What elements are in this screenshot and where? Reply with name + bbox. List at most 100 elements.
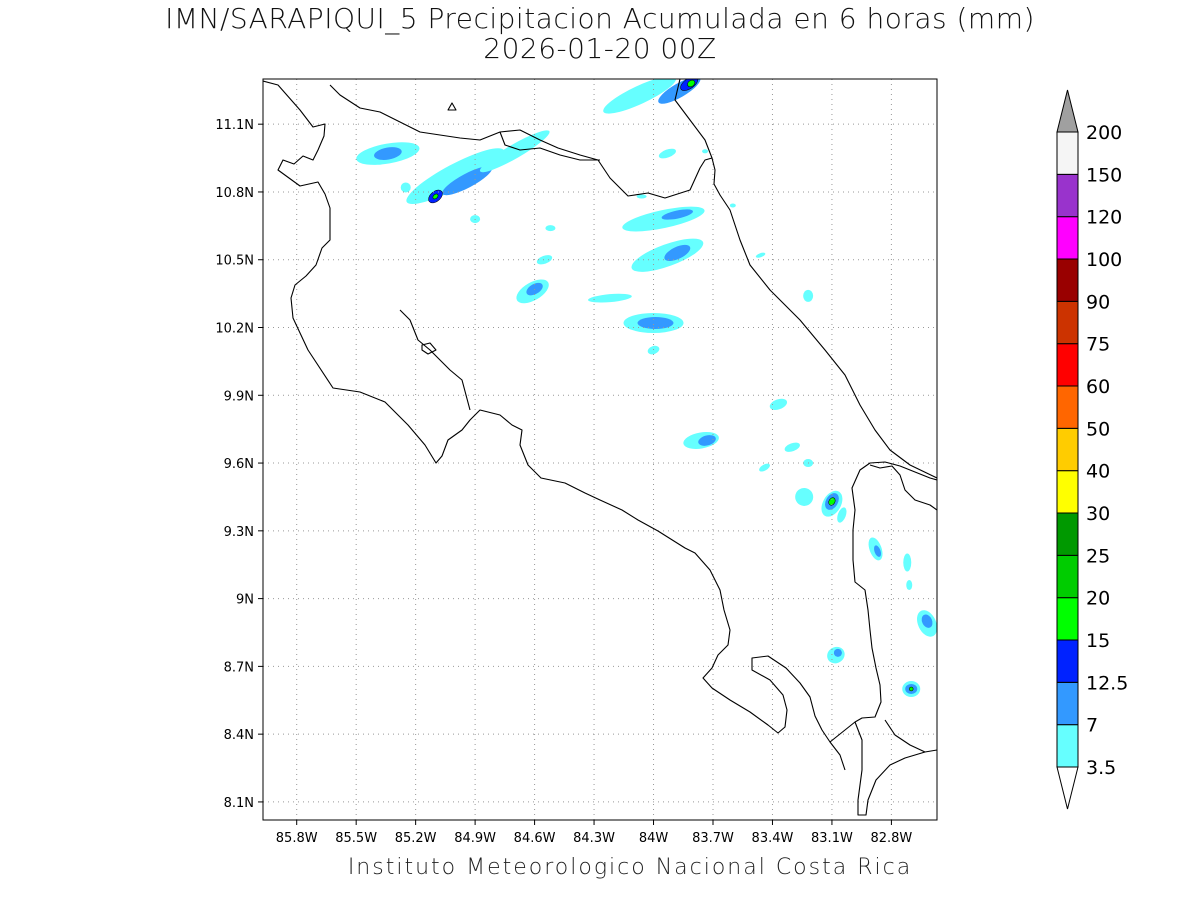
precip-cell-3 bbox=[687, 79, 696, 88]
lat-tick-label: 11.1N bbox=[215, 118, 254, 133]
lat-tick-label: 9.9N bbox=[224, 389, 254, 404]
legend-swatch-14 bbox=[1056, 131, 1079, 175]
legend-swatch-10 bbox=[1056, 300, 1079, 345]
legend-swatch-9 bbox=[1056, 343, 1079, 387]
legend-level-label: 25 bbox=[1086, 545, 1110, 567]
legend-swatch-6 bbox=[1056, 470, 1079, 514]
legend-swatch-7 bbox=[1056, 427, 1079, 472]
precip-cell-49 bbox=[647, 345, 660, 355]
precip-cell-10 bbox=[479, 130, 550, 173]
caribbean-coastline bbox=[674, 79, 937, 479]
legend-swatch-12 bbox=[1056, 216, 1079, 260]
precip-cell-17 bbox=[587, 293, 632, 303]
map-gridlines bbox=[263, 79, 937, 820]
panama-inner-coast bbox=[829, 741, 846, 771]
legend-swatch-0 bbox=[1056, 724, 1079, 768]
precip-cell-23 bbox=[795, 487, 814, 506]
precip-cell-22 bbox=[769, 398, 788, 410]
bocas-coast bbox=[869, 464, 937, 511]
legend-swatch-8 bbox=[1056, 385, 1079, 429]
precip-cell-36 bbox=[545, 225, 556, 232]
map-frame bbox=[262, 78, 938, 821]
lat-tick-label: 10.2N bbox=[215, 322, 254, 337]
nicaragua-lake-island bbox=[447, 102, 457, 111]
legend-level-label: 200 bbox=[1086, 122, 1122, 144]
precip-cell-9 bbox=[432, 193, 439, 200]
nicoya-gulf-coast bbox=[399, 309, 471, 411]
legend-swatch-11 bbox=[1056, 258, 1079, 302]
lon-tick-label: 83.7W bbox=[692, 831, 734, 846]
map-subtitle-datetime: 2026-01-20 00Z bbox=[483, 32, 717, 65]
lat-tick-label: 10.5N bbox=[215, 254, 254, 269]
legend-level-label: 30 bbox=[1086, 503, 1110, 525]
legend-bottom-arrow bbox=[1056, 766, 1079, 810]
panama-border bbox=[854, 721, 937, 816]
legend-level-label: 40 bbox=[1086, 461, 1110, 483]
precip-cell-38 bbox=[400, 182, 411, 193]
precip-cell-21 bbox=[698, 435, 716, 446]
panama-coast-north bbox=[884, 719, 926, 753]
legend-swatch-4 bbox=[1056, 554, 1079, 599]
lon-tick-label: 82.8W bbox=[870, 831, 912, 846]
lon-tick-label: 85.2W bbox=[395, 831, 437, 846]
costa-rica-coastline bbox=[263, 80, 937, 743]
lon-tick-label: 84.6W bbox=[514, 831, 556, 846]
precip-cell-28 bbox=[874, 545, 882, 557]
legend-level-label: 20 bbox=[1086, 588, 1110, 610]
precip-cell-50 bbox=[636, 194, 647, 199]
lon-tick-label: 84W bbox=[639, 831, 669, 846]
legend-level-label: 90 bbox=[1086, 291, 1110, 313]
map-title: IMN/SARAPIQUI_5 Precipitacion Acumulada … bbox=[165, 2, 1035, 35]
lon-tick-label: 83.4W bbox=[752, 831, 794, 846]
lat-tick-label: 9N bbox=[236, 593, 254, 608]
legend-swatch-13 bbox=[1056, 173, 1079, 218]
precip-cell-33 bbox=[908, 686, 914, 692]
lat-tick-label: 9.3N bbox=[224, 525, 254, 540]
precip-cell-39 bbox=[536, 255, 553, 265]
precip-cell-14 bbox=[664, 244, 691, 261]
lon-tick-label: 84.9W bbox=[454, 831, 496, 846]
legend-level-label: 150 bbox=[1086, 164, 1122, 186]
legend-swatch-2 bbox=[1056, 639, 1079, 683]
precip-cell-6 bbox=[406, 148, 505, 205]
legend-level-label: 3.5 bbox=[1086, 757, 1116, 779]
precip-cell-47 bbox=[803, 289, 814, 302]
lat-tick-label: 8.7N bbox=[224, 660, 254, 675]
precip-cell-52 bbox=[702, 149, 709, 154]
lon-tick-label: 83.1W bbox=[811, 831, 853, 846]
precip-cell-19 bbox=[637, 316, 674, 329]
legend-swatch-5 bbox=[1056, 512, 1079, 556]
legend-level-label: 100 bbox=[1086, 249, 1122, 271]
coastline-outline bbox=[263, 79, 937, 816]
san-juan-river bbox=[499, 131, 600, 161]
precip-cell-46 bbox=[906, 580, 913, 591]
precip-cell-40 bbox=[658, 148, 676, 159]
nicaragua-border bbox=[329, 84, 713, 199]
precip-cell-12 bbox=[661, 209, 693, 220]
legend-swatch-1 bbox=[1056, 681, 1079, 726]
legend-level-label: 12.5 bbox=[1086, 672, 1128, 694]
legend-level-label: 120 bbox=[1086, 207, 1122, 229]
latitude-tick-labels: 11.1N 10.8N 10.5N 10.2N 9.9N 9.6N 9.3N 9N 8.7N 8.… bbox=[215, 118, 263, 811]
precip-cell-35 bbox=[833, 648, 842, 657]
precip-cell-5 bbox=[374, 147, 402, 160]
lat-tick-label: 10.8N bbox=[215, 186, 254, 201]
precip-cell-7 bbox=[442, 166, 493, 196]
longitude-tick-labels: 85.8W 85.5W 85.2W 84.9W 84.6W 84.3W 84W 83.7W 83… bbox=[276, 820, 912, 846]
chira-island bbox=[421, 342, 437, 355]
legend-level-label: 50 bbox=[1086, 418, 1110, 440]
legend-level-label: 15 bbox=[1086, 630, 1110, 652]
precip-cell-26 bbox=[828, 497, 836, 506]
lon-tick-label: 84.3W bbox=[573, 831, 615, 846]
precipitation-color-legend: 3.5 7 12.5 15 20 25 30 40 50 60 75 90 100 120 150 200 bbox=[1056, 89, 1128, 810]
precip-cell-42 bbox=[759, 463, 770, 472]
institution-credit: Instituto Meteorologico Nacional Costa R… bbox=[347, 855, 913, 880]
lat-tick-label: 8.1N bbox=[224, 796, 254, 811]
precip-cell-51 bbox=[729, 203, 736, 208]
precip-cell-0 bbox=[603, 79, 677, 114]
precip-cell-30 bbox=[921, 614, 933, 628]
lat-tick-label: 9.6N bbox=[224, 457, 254, 472]
lon-tick-label: 85.8W bbox=[276, 831, 318, 846]
